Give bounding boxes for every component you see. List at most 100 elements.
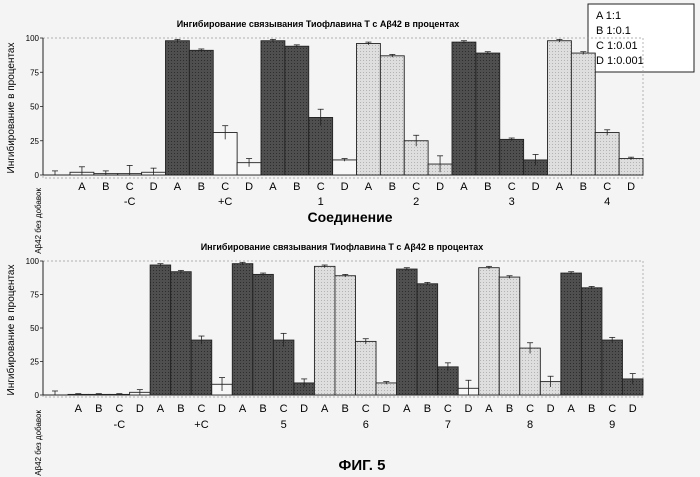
chart-1-bar-3-B xyxy=(475,52,501,176)
chart-1-group-label: -C xyxy=(124,196,136,208)
chart-2-bar-6-B xyxy=(334,275,356,396)
chart-1-category-label: D xyxy=(245,181,253,193)
chart-2-category-label: C xyxy=(526,403,534,415)
legend-entry-b: B 1:0.1 xyxy=(596,25,631,37)
chart-1-y-tick-label: 25 xyxy=(30,137,39,146)
chart-1-bar-1-B xyxy=(284,45,310,176)
chart-2-baseline-label: Аβ42 без добавок xyxy=(34,410,43,476)
chart-1: Ингибирование связывания Тиофлавина Т с … xyxy=(5,19,644,254)
chart-2-bar-5-A xyxy=(231,263,254,396)
chart-2-bar-6-C xyxy=(355,340,377,396)
chart-1-category-label: A xyxy=(365,181,373,193)
chart-2-bar-7-B xyxy=(416,283,439,396)
chart-1-bar-1-D xyxy=(332,159,357,176)
chart-2-bar-+C-B xyxy=(170,271,192,396)
chart-2-category-label: A xyxy=(567,403,575,415)
chart-2-category-label: B xyxy=(95,403,102,415)
chart-2-category-label: B xyxy=(424,403,431,415)
chart-2-category-label: D xyxy=(300,403,308,415)
chart-1-bar-4-D xyxy=(618,158,644,176)
chart-2-category-label: C xyxy=(280,403,288,415)
chart-2-category-label: D xyxy=(629,403,637,415)
chart-2-group-label: 6 xyxy=(363,419,369,431)
chart-1-y-tick-label: 75 xyxy=(30,68,39,77)
chart-2-category-label: C xyxy=(115,403,123,415)
chart-1-group-label: 4 xyxy=(604,196,610,208)
chart-1-category-label: B xyxy=(389,181,396,193)
chart-2-bar-9-C xyxy=(601,339,623,396)
chart-1-category-label: C xyxy=(317,181,325,193)
chart-2-group-label: +C xyxy=(194,419,208,431)
legend-entry-d: D 1:0.001 xyxy=(596,55,644,67)
chart-2-group-label: 9 xyxy=(609,419,615,431)
chart-2-y-axis-label: Ингибирование в процентах xyxy=(5,265,17,396)
chart-1-group-label: +C xyxy=(218,196,232,208)
chart-2-category-label: B xyxy=(177,403,184,415)
chart-1-group-label: 2 xyxy=(413,196,419,208)
chart-2-category-label: B xyxy=(588,403,595,415)
chart-1-category-label: C xyxy=(508,181,516,193)
legend-entry-a: A 1:1 xyxy=(596,10,621,22)
chart-1-bar-+C-B xyxy=(188,49,214,176)
chart-2-y-tick-label: 100 xyxy=(26,257,40,266)
chart-2-category-label: A xyxy=(321,403,329,415)
chart-2-category-label: A xyxy=(403,403,411,415)
chart-1-marks: 0 25 50 75 100 A B C D -C A B C D +C A B C D 1 A B C D 2 A B C D 3 A B C… xyxy=(26,34,644,208)
chart-2-group-label: 5 xyxy=(281,419,287,431)
chart-2-bar-9-B xyxy=(580,287,603,396)
chart-2-bar-8-C xyxy=(519,347,541,396)
chart-2-category-label: A xyxy=(75,403,83,415)
chart-2-bar-8-B xyxy=(498,276,521,396)
chart-1-category-label: D xyxy=(341,181,349,193)
chart-2-title: Ингибирование связывания Тиофлавина Т с … xyxy=(201,242,484,252)
chart-2-category-label: B xyxy=(506,403,513,415)
chart-2-bar-5-B xyxy=(252,273,274,396)
chart-1-category-label: C xyxy=(412,181,420,193)
chart-2-category-label: B xyxy=(259,403,266,415)
chart-2-y-tick-label: 50 xyxy=(30,324,39,333)
chart-1-baseline-label: Аβ42 без добавок xyxy=(34,188,43,254)
chart-2-category-label: A xyxy=(239,403,247,415)
chart-1-x-axis-label: Соединение xyxy=(307,209,392,225)
chart-2-category-label: D xyxy=(218,403,226,415)
chart-1-y-tick-label: 100 xyxy=(26,34,40,43)
chart-2-category-label: B xyxy=(342,403,349,415)
chart-1-category-label: B xyxy=(580,181,587,193)
chart-1-category-label: B xyxy=(198,181,205,193)
chart-1-bar-3-C xyxy=(499,138,525,176)
chart-1-y-tick-label: 0 xyxy=(35,171,40,180)
chart-1-category-label: D xyxy=(150,181,158,193)
chart-2-bar-5-C xyxy=(272,339,295,396)
chart-1-bar-4-C xyxy=(594,132,620,176)
chart-1-category-label: D xyxy=(627,181,635,193)
chart-1-bar-1-A xyxy=(260,40,286,176)
chart-2-bar-+C-C xyxy=(190,339,213,396)
chart-1-category-label: A xyxy=(556,181,564,193)
chart-1-bar-4-B xyxy=(570,52,596,176)
chart-1-category-label: D xyxy=(532,181,540,193)
chart-1-bar-+C-A xyxy=(165,40,190,176)
chart-1-category-label: C xyxy=(603,181,611,193)
chart-2-category-label: D xyxy=(136,403,144,415)
chart-1-category-label: A xyxy=(174,181,182,193)
chart-2-group-label: -C xyxy=(114,419,126,431)
chart-2-group-label: 8 xyxy=(527,419,533,431)
chart-1-category-label: A xyxy=(269,181,277,193)
chart-1-bar-4-A xyxy=(547,40,572,176)
chart-2-bar-8-A xyxy=(478,267,500,396)
chart-2-bar-9-A xyxy=(560,272,582,396)
chart-2-y-tick-label: 75 xyxy=(30,291,39,300)
chart-1-bar-3-A xyxy=(451,41,477,176)
chart-1-category-label: A xyxy=(460,181,468,193)
chart-2-category-label: D xyxy=(382,403,390,415)
chart-2-category-label: A xyxy=(157,403,165,415)
chart-1-y-axis-label: Ингибирование в процентах xyxy=(5,43,17,174)
figure-caption: ФИГ. 5 xyxy=(339,457,386,474)
chart-1-bar-2-A xyxy=(356,43,381,176)
chart-1-group-label: 1 xyxy=(318,196,324,208)
chart-1-category-label: C xyxy=(221,181,229,193)
legend-entry-c: C 1:0.01 xyxy=(596,40,638,52)
chart-2: Ингибирование связывания Тиофлавина Т с … xyxy=(5,242,644,476)
